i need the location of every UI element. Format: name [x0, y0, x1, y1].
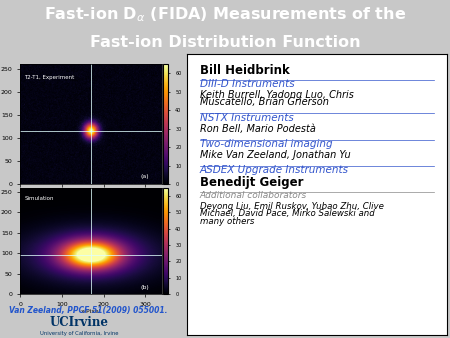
Text: Fast-ion Distribution Function: Fast-ion Distribution Function [90, 35, 360, 50]
Text: NSTX Instruments: NSTX Instruments [200, 113, 293, 123]
Text: Benedijt Geiger: Benedijt Geiger [200, 176, 303, 189]
Text: Mike Van Zeeland, Jonathan Yu: Mike Van Zeeland, Jonathan Yu [200, 150, 351, 160]
Text: Simulation: Simulation [24, 196, 54, 201]
Text: Bill Heidbrink: Bill Heidbrink [200, 64, 289, 77]
Text: (a): (a) [141, 174, 149, 179]
Text: Muscatello, Brian Grierson: Muscatello, Brian Grierson [200, 97, 328, 107]
Text: T2-T1, Experiment: T2-T1, Experiment [24, 75, 75, 80]
Text: Keith Burrell, Yadong Luo, Chris: Keith Burrell, Yadong Luo, Chris [200, 90, 354, 100]
Text: Ron Bell, Mario Podestà: Ron Bell, Mario Podestà [200, 124, 315, 134]
Text: Fast-ion D$_\alpha$ (FIDA) Measurements of the: Fast-ion D$_\alpha$ (FIDA) Measurements … [44, 5, 406, 24]
Text: University of California, Irvine: University of California, Irvine [40, 331, 118, 336]
Text: UCIrvine: UCIrvine [49, 316, 108, 329]
Text: many others: many others [200, 217, 254, 226]
Text: (b): (b) [141, 285, 149, 290]
Text: DIII-D Instruments: DIII-D Instruments [200, 79, 294, 89]
Text: Michael, David Pace, Mirko Salewski and: Michael, David Pace, Mirko Salewski and [200, 209, 374, 218]
Text: ASDEX Upgrade Instruments: ASDEX Upgrade Instruments [200, 165, 349, 175]
Text: Additional collaborators: Additional collaborators [200, 191, 307, 200]
Text: Van Zeeland, PPCF 51(2009) 055001.: Van Zeeland, PPCF 51(2009) 055001. [9, 306, 167, 315]
X-axis label: x-Pixel: x-Pixel [81, 310, 101, 314]
Text: Two-dimensional imaging: Two-dimensional imaging [200, 139, 333, 149]
Text: Deyong Liu, Emil Ruskov, Yubao Zhu, Clive: Deyong Liu, Emil Ruskov, Yubao Zhu, Cliv… [200, 202, 384, 211]
